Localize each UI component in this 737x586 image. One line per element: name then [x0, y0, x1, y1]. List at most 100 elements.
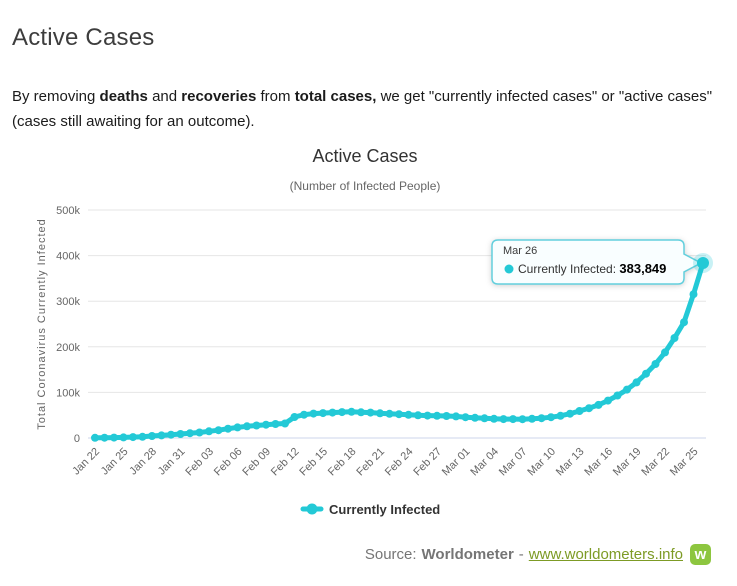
data-point[interactable] [262, 420, 270, 429]
data-point[interactable] [613, 391, 622, 400]
x-axis-tick-label: Mar 19 [611, 446, 644, 479]
x-axis-tick-label: Mar 25 [668, 446, 701, 479]
x-axis-tick-label: Feb 18 [326, 446, 359, 479]
data-point[interactable] [433, 411, 441, 420]
data-point[interactable] [300, 410, 308, 419]
data-point[interactable] [651, 360, 660, 368]
data-point[interactable] [186, 429, 194, 438]
data-point[interactable] [414, 411, 422, 420]
x-axis-tick-label: Feb 12 [269, 446, 302, 479]
data-point[interactable] [338, 408, 346, 417]
data-point[interactable] [91, 433, 99, 442]
source-separator: - [518, 546, 524, 563]
data-point[interactable] [319, 409, 327, 418]
tooltip-value-line: Currently Infected: 383,849 [518, 261, 666, 276]
data-point[interactable] [233, 423, 242, 432]
data-point[interactable] [480, 414, 489, 423]
data-point[interactable] [623, 385, 631, 394]
x-axis-tick-label: Jan 25 [99, 446, 131, 478]
data-point[interactable] [252, 421, 261, 430]
x-axis-tick-label: Jan 22 [70, 446, 102, 478]
x-axis-tick-label: Feb 06 [212, 446, 245, 479]
x-axis-tick-label: Mar 22 [639, 446, 672, 479]
data-point[interactable] [224, 424, 232, 433]
chart-subtitle: (Number of Infected People) [289, 179, 441, 193]
data-point[interactable] [100, 433, 109, 442]
data-point[interactable] [471, 413, 479, 422]
source-name: Worldometer [421, 546, 514, 563]
data-point[interactable] [129, 433, 137, 442]
data-point[interactable] [452, 412, 460, 421]
data-point[interactable] [205, 427, 213, 436]
data-point[interactable] [642, 369, 650, 378]
x-axis-tick-label: Feb 03 [183, 446, 216, 479]
data-point[interactable] [119, 433, 128, 442]
x-axis-tick-label: Feb 21 [354, 446, 387, 479]
data-point[interactable] [490, 414, 498, 423]
data-point[interactable] [176, 430, 185, 438]
data-point[interactable] [328, 408, 337, 417]
x-axis-tick-label: Mar 16 [582, 446, 615, 479]
data-point[interactable] [366, 408, 375, 417]
data-point[interactable] [404, 410, 413, 419]
data-point[interactable] [148, 432, 156, 440]
data-point[interactable] [528, 414, 536, 423]
data-point[interactable] [680, 318, 688, 327]
data-point[interactable] [309, 409, 318, 418]
data-point[interactable] [499, 415, 508, 424]
x-axis-tick-label: Mar 13 [554, 446, 587, 479]
data-point[interactable] [594, 400, 603, 409]
active-point[interactable] [697, 256, 709, 269]
data-point[interactable] [632, 378, 641, 387]
data-point[interactable] [347, 407, 356, 416]
data-point[interactable] [357, 408, 365, 417]
legend-marker-dot [306, 503, 318, 515]
data-point[interactable] [138, 432, 147, 441]
data-point[interactable] [395, 410, 403, 419]
legend-item[interactable]: Currently Infected [300, 502, 440, 517]
x-axis-tick-label: Mar 07 [497, 446, 530, 479]
data-point[interactable] [385, 409, 394, 418]
data-point[interactable] [214, 426, 223, 435]
data-point[interactable] [575, 407, 584, 415]
y-axis-title: Total Coronavirus Currently Infected [36, 218, 48, 429]
data-point[interactable] [157, 431, 166, 440]
data-point[interactable] [271, 420, 280, 428]
data-point[interactable] [290, 413, 299, 421]
data-point[interactable] [537, 414, 546, 423]
tooltip: Mar 26 Currently Infected: 383,849 [491, 239, 703, 285]
source-prefix: Source: [364, 546, 417, 563]
data-point[interactable] [195, 428, 204, 437]
data-point[interactable] [243, 422, 251, 431]
data-point[interactable] [566, 409, 574, 418]
data-point[interactable] [442, 412, 451, 420]
y-axis-tick-label: 300k [56, 296, 80, 308]
y-axis-tick-label: 100k [56, 387, 80, 399]
data-point[interactable] [110, 433, 118, 442]
data-point[interactable] [670, 334, 679, 342]
worldometers-logo-icon[interactable]: w [690, 544, 711, 565]
data-point[interactable] [556, 411, 565, 420]
worldometers-link[interactable]: www.worldometers.info [528, 546, 683, 563]
y-axis-tick-label: 200k [56, 342, 80, 354]
x-axis-tick-label: Mar 01 [440, 446, 473, 479]
chart-title: Active Cases [312, 146, 418, 166]
y-axis-tick-label: 400k [56, 251, 80, 263]
data-point[interactable] [509, 415, 517, 424]
legend-label: Currently Infected [329, 502, 440, 517]
data-point[interactable] [281, 419, 289, 428]
data-point[interactable] [376, 409, 384, 418]
data-point[interactable] [461, 413, 470, 422]
data-point[interactable] [585, 404, 593, 413]
data-point[interactable] [689, 290, 698, 299]
data-point[interactable] [167, 430, 175, 439]
data-point[interactable] [423, 411, 432, 420]
x-axis-tick-label: Mar 04 [468, 446, 501, 479]
data-point[interactable] [604, 396, 612, 405]
data-point[interactable] [518, 415, 527, 424]
x-axis-tick-label: Feb 09 [240, 446, 273, 479]
data-point[interactable] [547, 413, 555, 422]
data-point[interactable] [661, 348, 669, 357]
